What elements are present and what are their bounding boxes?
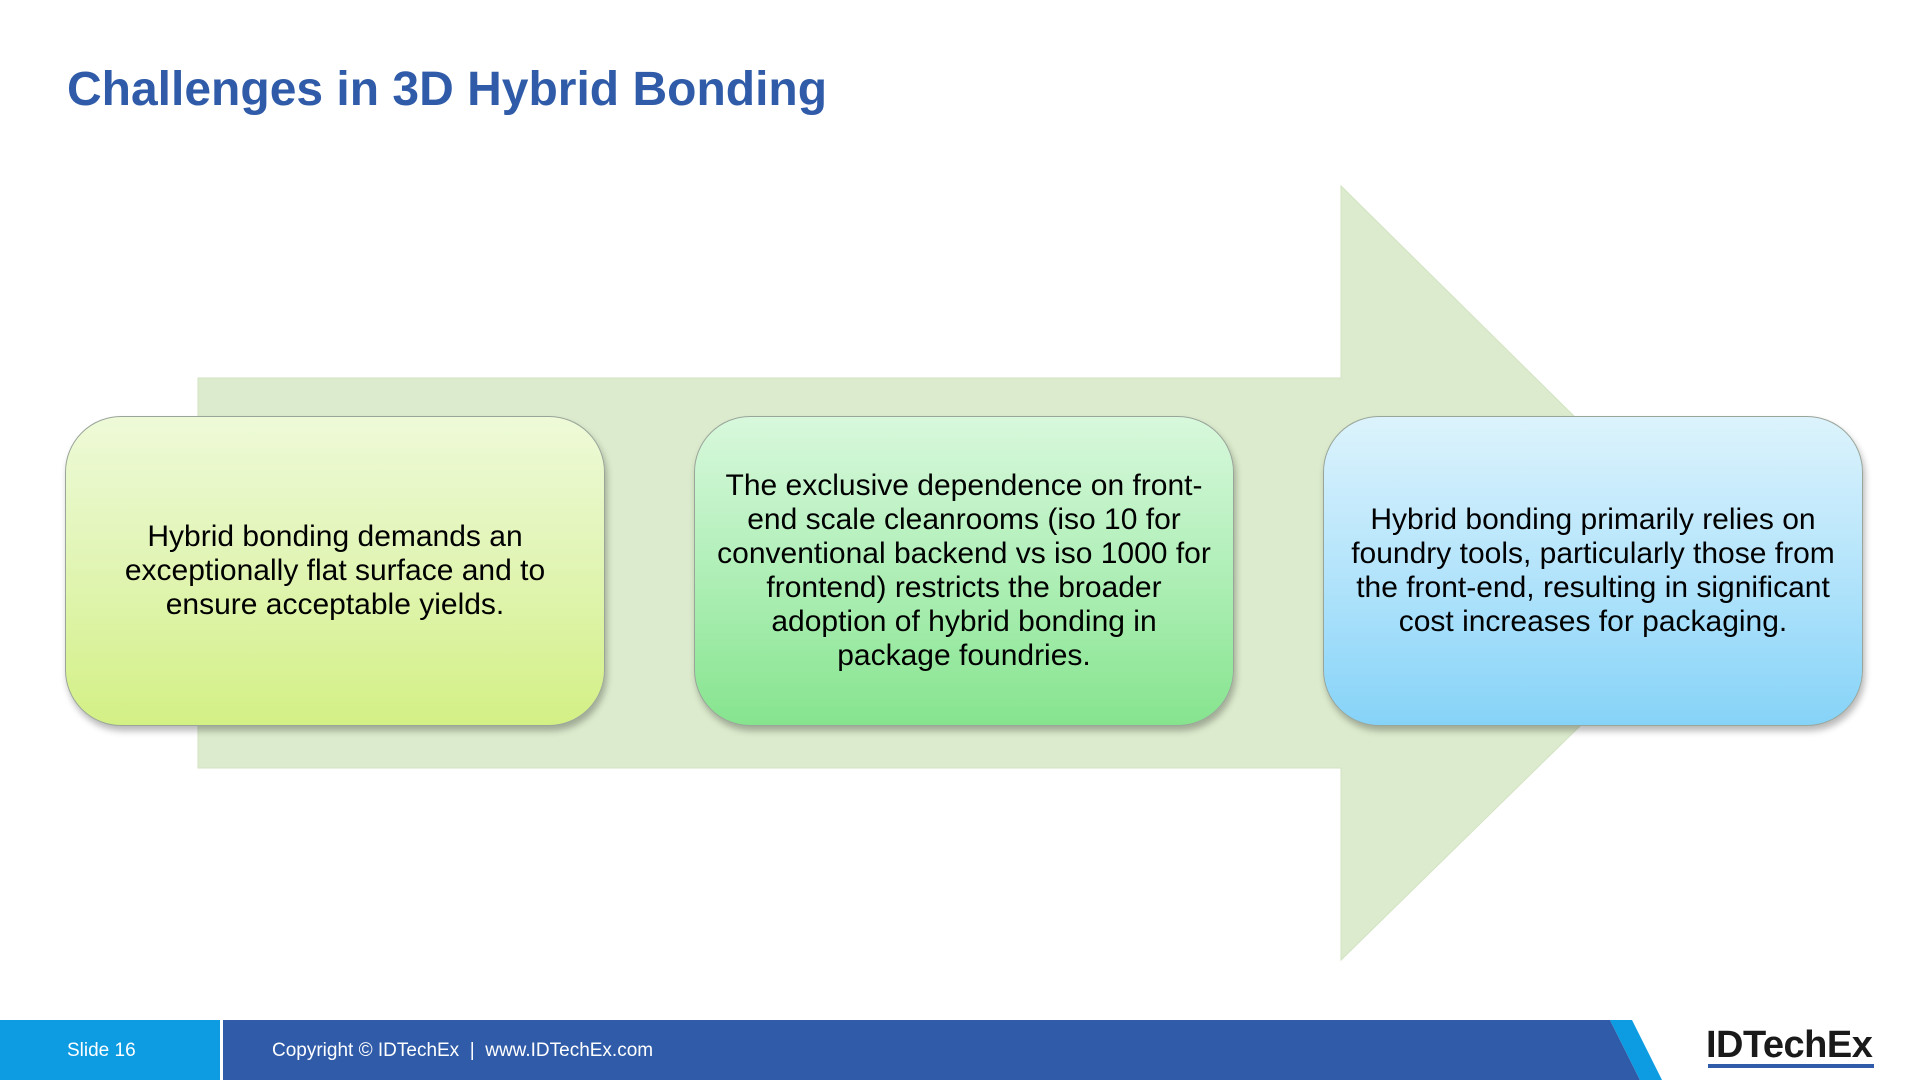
logo-underline [1708, 1064, 1874, 1068]
step-box-3: Hybrid bonding primarily relies on found… [1323, 416, 1863, 726]
footer-main-band [223, 1020, 1640, 1080]
footer-band [223, 1020, 1662, 1080]
step-text-3: Hybrid bonding primarily relies on found… [1351, 503, 1835, 638]
slide-number: Slide 16 [67, 1040, 136, 1061]
footer-bar: Slide 16 Copyright © IDTechEx | www.IDTe… [0, 1020, 1920, 1080]
footer-slide-panel [0, 1020, 220, 1080]
step-box-2: The exclusive dependence on front-end sc… [694, 416, 1234, 726]
footer-divider [220, 1020, 223, 1080]
footer-accent-stripe [1610, 1020, 1662, 1080]
step-box-1: Hybrid bonding demands an exceptionally … [65, 416, 605, 726]
step-text-2: The exclusive dependence on front-end sc… [717, 469, 1211, 672]
copyright-text: Copyright © IDTechEx | www.IDTechEx.com [272, 1040, 654, 1061]
step-text-1: Hybrid bonding demands an exceptionally … [124, 520, 546, 621]
slide-title: Challenges in 3D Hybrid Bonding [67, 63, 828, 116]
idtechex-logo: IDTechEx [1706, 1024, 1873, 1066]
